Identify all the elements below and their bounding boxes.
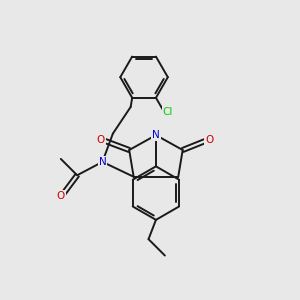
Text: O: O [57, 191, 65, 201]
Text: Cl: Cl [163, 107, 173, 117]
Text: N: N [99, 157, 106, 167]
Text: O: O [97, 135, 105, 145]
Text: O: O [205, 135, 214, 145]
Text: N: N [152, 130, 160, 140]
